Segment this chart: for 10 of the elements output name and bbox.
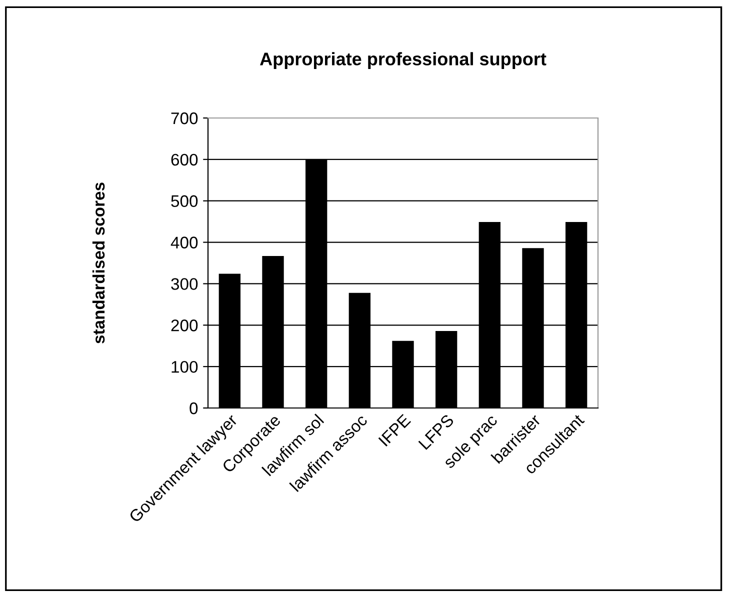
chart-title: Appropriate professional support	[260, 52, 546, 69]
y-tick-label: 500	[171, 195, 198, 208]
y-tick-label: 300	[171, 278, 198, 290]
y-tick-label: 0	[190, 402, 198, 414]
y-tick-label: 600	[171, 154, 198, 166]
y-tick-label: 700	[171, 112, 198, 124]
y-tick-label: 200	[171, 320, 198, 332]
y-tick-label: 400	[170, 236, 198, 248]
y-tick-label: 100	[172, 360, 198, 373]
y-axis-title: standardised scores	[92, 182, 105, 344]
